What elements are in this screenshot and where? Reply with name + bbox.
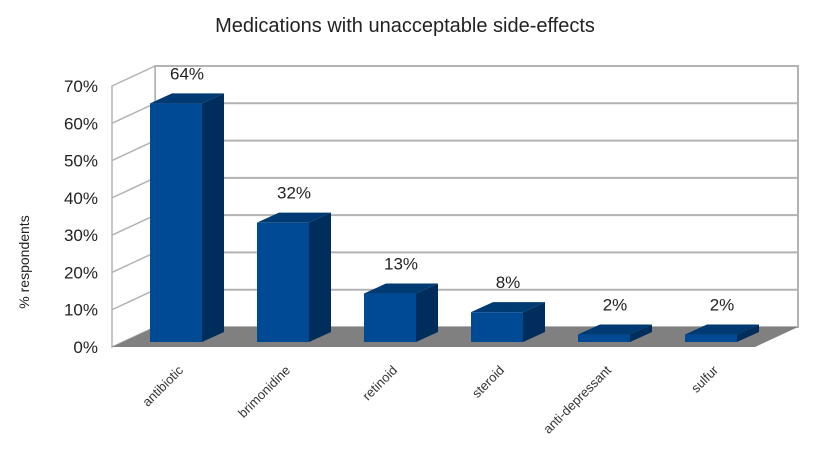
y-tick-label: 50%: [64, 152, 98, 171]
data-label: 13%: [384, 255, 418, 274]
side-wall: [111, 64, 156, 349]
bar-front: [685, 334, 737, 342]
data-labels: 64% 32% 13% 8% 2% 2%: [170, 64, 734, 314]
bar-side: [630, 324, 652, 342]
side-gridline: [111, 102, 156, 124]
side-gridline: [111, 139, 156, 162]
x-tick-label: steroid: [469, 363, 507, 401]
bar-top: [364, 283, 438, 294]
bar-front: [257, 222, 309, 342]
y-axis-ticks: 0% 10% 20% 30% 40% 50% 60% 70%: [64, 77, 98, 357]
side-gridline: [111, 251, 156, 274]
y-tick-label: 70%: [64, 77, 98, 96]
side-gridline: [111, 289, 156, 311]
x-tick-label: antibiotic: [139, 362, 186, 409]
bar-side: [523, 302, 545, 342]
bar-top: [578, 324, 652, 335]
bar-side: [416, 283, 438, 342]
x-tick-label: brimonidine: [235, 363, 293, 421]
x-tick-label: sulfur: [688, 362, 722, 396]
side-gridline: [111, 177, 156, 199]
bar-retinoid: [364, 283, 438, 342]
side-gridline: [111, 214, 156, 236]
bar-antibiotic: [150, 93, 224, 342]
bar-sulfur: [685, 324, 759, 342]
bar-anti-depressant: [578, 324, 652, 342]
x-tick-label: retinoid: [359, 363, 400, 404]
data-label: 2%: [710, 296, 735, 315]
data-label: 32%: [277, 184, 311, 203]
y-axis-title: % respondents: [16, 215, 32, 308]
bar-top: [471, 302, 545, 313]
chart-title: Medications with unacceptable side-effec…: [215, 15, 595, 37]
data-label: 8%: [496, 273, 521, 292]
x-axis-categories: antibiotic brimonidine retinoid steroid anti…: [139, 362, 721, 436]
bar-front: [471, 312, 523, 342]
bar-brimonidine: [257, 212, 331, 342]
y-tick-label: 20%: [64, 263, 98, 282]
bar-steroid: [471, 302, 545, 342]
bar-side: [309, 212, 331, 342]
y-tick-label: 10%: [64, 301, 98, 320]
y-tick-label: 0%: [73, 338, 98, 357]
y-tick-label: 30%: [64, 226, 98, 245]
data-label: 64%: [170, 64, 204, 83]
bar-top: [150, 93, 224, 104]
bar-side: [202, 93, 224, 342]
bar-side: [737, 324, 759, 342]
bar-front: [150, 103, 202, 342]
y-tick-label: 40%: [64, 189, 98, 208]
x-tick-label: anti-depressant: [540, 362, 614, 436]
data-label: 2%: [603, 296, 628, 315]
y-tick-label: 60%: [64, 114, 98, 133]
bar-top: [685, 324, 759, 335]
back-wall: [154, 65, 799, 328]
bars: [150, 93, 759, 342]
bar-front: [578, 334, 630, 342]
bar-front: [364, 293, 416, 342]
bar-top: [257, 212, 331, 223]
